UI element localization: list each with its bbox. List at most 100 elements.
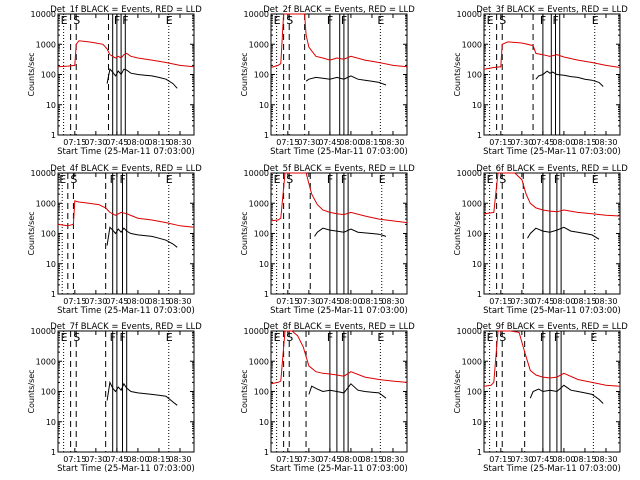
marker-label: F (554, 331, 560, 344)
marker-label: F (119, 331, 125, 344)
y-tick-label: 10 (472, 260, 482, 269)
y-tick-label: 10000 (31, 327, 56, 336)
panel-title: Det_7f BLACK = Events, RED = LLD (50, 322, 202, 332)
y-axis-label: Counts/sec (240, 211, 249, 255)
plot-frame (483, 13, 621, 136)
panel-title: Det_4f BLACK = Events, RED = LLD (50, 164, 202, 174)
marker-label: S (73, 14, 80, 27)
x-tick-label: 07:15 (276, 138, 299, 147)
y-tick-label: 10 (259, 260, 269, 269)
x-axis-label: Start Time (25-Mar-11 07:03:00) (270, 147, 408, 157)
x-tick-label: 08:00 (126, 297, 149, 306)
y-axis-label: Counts/sec (27, 52, 36, 96)
marker-label: S (499, 14, 506, 27)
marker-label: E (487, 173, 494, 186)
x-tick-label: 07:30 (297, 138, 320, 147)
marker-label: S (70, 173, 77, 186)
x-tick-label: 08:30 (168, 455, 191, 464)
y-tick-label: 10 (259, 418, 269, 427)
y-tick-label: 10000 (244, 169, 269, 178)
x-tick-label: 08:00 (552, 138, 575, 147)
plot-frame (57, 330, 195, 453)
x-tick-label: 08:15 (147, 455, 170, 464)
y-axis-label: Counts/sec (240, 369, 249, 413)
x-tick-label: 07:15 (63, 138, 86, 147)
y-axis-label: Counts/sec (453, 52, 462, 96)
marker-label: E (166, 14, 173, 27)
marker-label: F (110, 173, 116, 186)
marker-label: E (487, 331, 494, 344)
marker-label: F (554, 173, 560, 186)
y-tick-label: 10000 (457, 169, 482, 178)
y-tick-label: 100 (467, 388, 482, 397)
x-tick-label: 07:45 (105, 297, 128, 306)
x-tick-label: 08:00 (552, 455, 575, 464)
y-axis-label: Counts/sec (240, 52, 249, 96)
x-tick-label: 08:15 (573, 138, 596, 147)
plot-frame (57, 13, 195, 136)
panel-title: Det_9f BLACK = Events, RED = LLD (476, 322, 628, 332)
x-tick-label: 08:15 (360, 455, 383, 464)
y-tick-label: 1000 (36, 199, 56, 208)
x-tick-label: 08:30 (594, 138, 617, 147)
x-tick-label: 08:30 (594, 455, 617, 464)
plot-frame (483, 330, 621, 453)
marker-label: E (274, 14, 281, 27)
y-tick-label: 1 (477, 290, 482, 299)
x-tick-label: 07:30 (84, 455, 107, 464)
x-tick-label: 07:30 (84, 297, 107, 306)
x-axis-label: Start Time (25-Mar-11 07:03:00) (57, 464, 195, 474)
panel-3: Det_3f BLACK = Events, RED = LLD 1 10 100 10… (453, 5, 628, 157)
y-tick-label: 10 (472, 418, 482, 427)
marker-label: F (540, 14, 546, 27)
x-axis-label: Start Time (25-Mar-11 07:03:00) (483, 147, 621, 157)
x-tick-label: 08:00 (126, 455, 149, 464)
marker-label: E (166, 173, 173, 186)
x-axis-label: Start Time (25-Mar-11 07:03:00) (483, 464, 621, 474)
x-tick-label: 08:30 (381, 297, 404, 306)
panel-6: Det_6f BLACK = Events, RED = LLD 1 10 100 10… (453, 164, 628, 316)
series-line-events (305, 75, 387, 86)
x-tick-label: 07:45 (531, 297, 554, 306)
series-line-lld (57, 40, 195, 68)
series-line-events (535, 70, 604, 87)
marker-label: E (61, 331, 68, 344)
marker-label: E (590, 331, 597, 344)
y-tick-label: 1000 (462, 40, 482, 49)
y-tick-label: 1000 (36, 40, 56, 49)
x-tick-label: 08:00 (339, 455, 362, 464)
y-tick-label: 10 (46, 101, 56, 110)
series-line-lld (270, 13, 408, 68)
series-line-events (529, 384, 604, 404)
x-tick-label: 08:15 (147, 297, 170, 306)
y-axis-label: Counts/sec (453, 369, 462, 413)
y-tick-label: 10 (259, 101, 269, 110)
y-axis-label: Counts/sec (453, 211, 462, 255)
plot-frame (483, 172, 621, 295)
y-tick-label: 1 (477, 448, 482, 457)
marker-label: E (592, 173, 599, 186)
panel-title: Det_3f BLACK = Events, RED = LLD (476, 5, 628, 15)
series-line-events (106, 380, 178, 406)
y-tick-label: 100 (41, 388, 56, 397)
marker-label: S (499, 173, 506, 186)
x-tick-label: 07:45 (105, 455, 128, 464)
x-tick-label: 07:30 (84, 138, 107, 147)
marker-label: F (540, 173, 546, 186)
series-line-lld (483, 41, 621, 70)
y-tick-label: 10000 (244, 10, 269, 19)
x-axis-label: Start Time (25-Mar-11 07:03:00) (270, 306, 408, 316)
x-tick-label: 07:30 (297, 297, 320, 306)
y-tick-label: 10 (46, 418, 56, 427)
x-tick-label: 07:30 (510, 297, 533, 306)
plot-frame (57, 172, 195, 295)
x-tick-label: 08:30 (381, 455, 404, 464)
x-tick-label: 08:30 (381, 138, 404, 147)
plot-frame (270, 172, 408, 295)
y-tick-label: 1000 (249, 40, 269, 49)
marker-label: F (327, 173, 333, 186)
x-tick-label: 08:00 (126, 138, 149, 147)
panel-title: Det_8f BLACK = Events, RED = LLD (263, 322, 415, 332)
x-tick-label: 07:45 (531, 455, 554, 464)
x-tick-label: 07:15 (489, 138, 512, 147)
